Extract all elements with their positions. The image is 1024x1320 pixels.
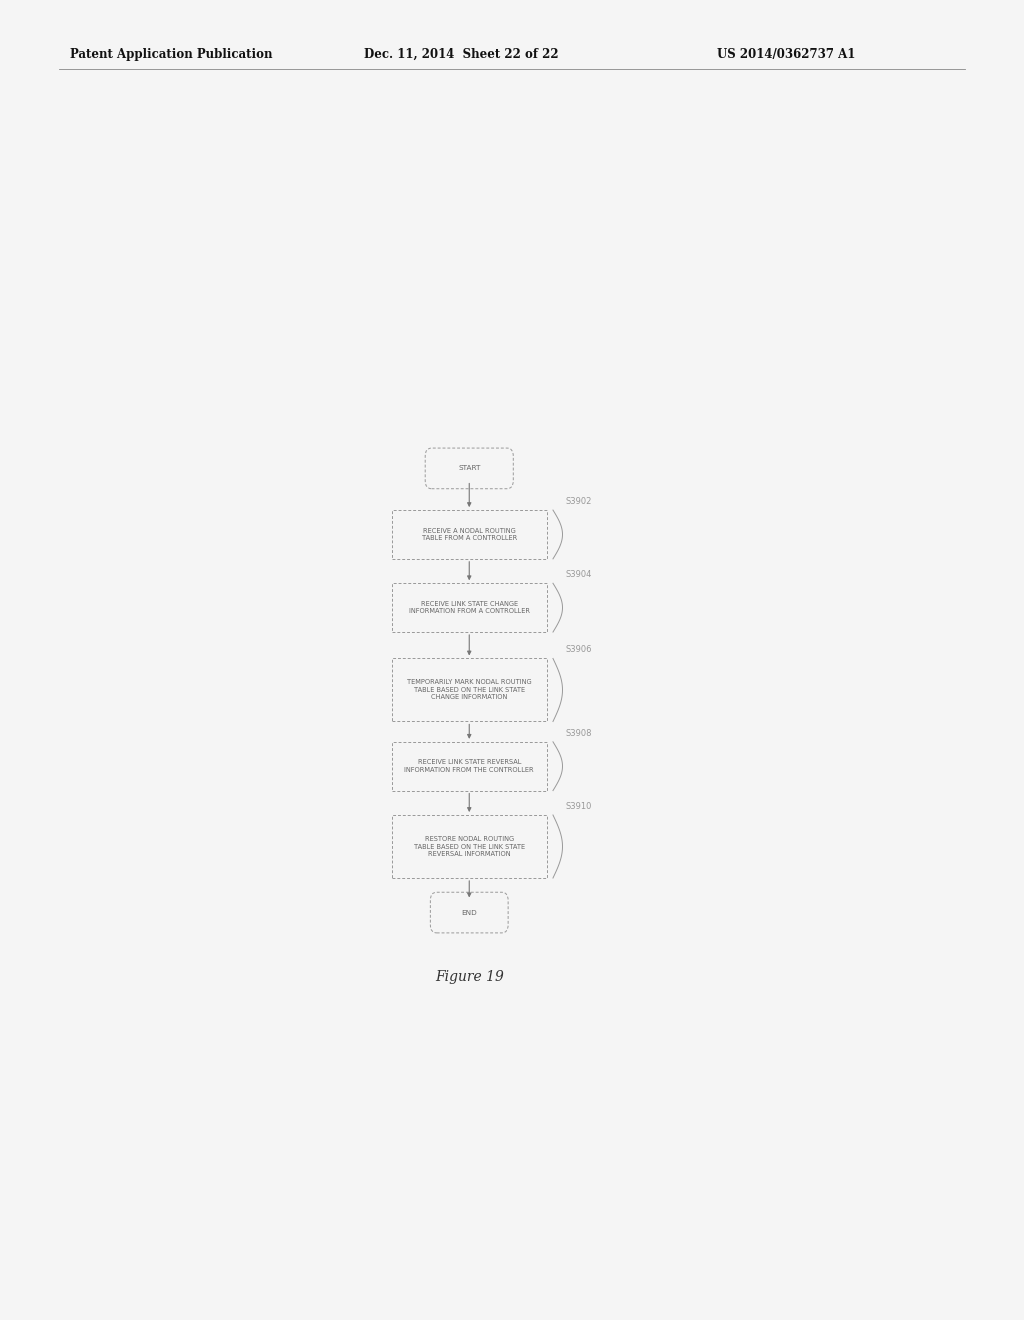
FancyBboxPatch shape [430, 892, 508, 933]
Text: US 2014/0362737 A1: US 2014/0362737 A1 [717, 48, 855, 61]
Text: S3906: S3906 [565, 645, 592, 655]
Text: Figure 19: Figure 19 [435, 970, 504, 983]
Text: Dec. 11, 2014  Sheet 22 of 22: Dec. 11, 2014 Sheet 22 of 22 [364, 48, 558, 61]
FancyBboxPatch shape [392, 659, 547, 722]
Text: RECEIVE A NODAL ROUTING
TABLE FROM A CONTROLLER: RECEIVE A NODAL ROUTING TABLE FROM A CON… [422, 528, 517, 541]
Text: S3908: S3908 [565, 729, 592, 738]
FancyBboxPatch shape [392, 814, 547, 878]
Text: S3902: S3902 [565, 498, 592, 506]
Text: RECEIVE LINK STATE REVERSAL
INFORMATION FROM THE CONTROLLER: RECEIVE LINK STATE REVERSAL INFORMATION … [404, 759, 535, 774]
Text: S3904: S3904 [565, 570, 592, 579]
Text: START: START [458, 466, 480, 471]
FancyBboxPatch shape [392, 583, 547, 632]
Text: TEMPORARILY MARK NODAL ROUTING
TABLE BASED ON THE LINK STATE
CHANGE INFORMATION: TEMPORARILY MARK NODAL ROUTING TABLE BAS… [407, 680, 531, 701]
Text: END: END [462, 909, 477, 916]
Text: S3910: S3910 [565, 803, 592, 810]
Text: RECEIVE LINK STATE CHANGE
INFORMATION FROM A CONTROLLER: RECEIVE LINK STATE CHANGE INFORMATION FR… [409, 601, 529, 614]
Text: Patent Application Publication: Patent Application Publication [70, 48, 272, 61]
FancyBboxPatch shape [425, 447, 513, 488]
Text: RESTORE NODAL ROUTING
TABLE BASED ON THE LINK STATE
REVERSAL INFORMATION: RESTORE NODAL ROUTING TABLE BASED ON THE… [414, 836, 525, 857]
FancyBboxPatch shape [392, 742, 547, 791]
FancyBboxPatch shape [392, 510, 547, 558]
